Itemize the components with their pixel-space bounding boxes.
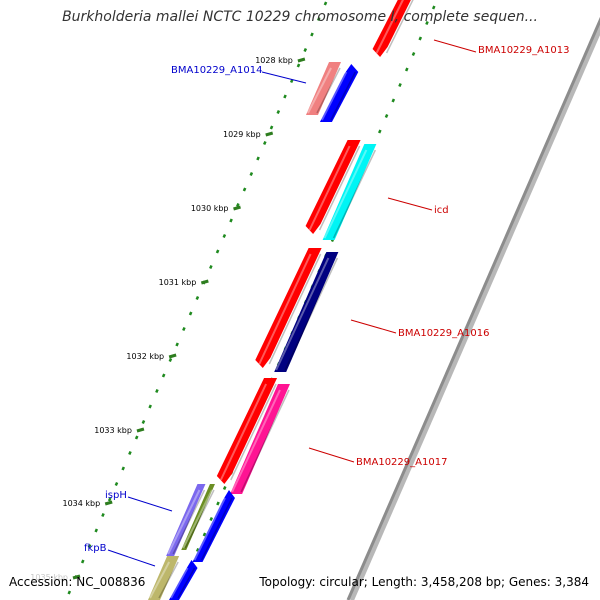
feature-label[interactable]: icd — [434, 205, 449, 216]
backbone-shadow — [348, 20, 600, 600]
kbp-tick-mark — [104, 500, 113, 506]
feature-label[interactable]: BMA10229_A1014 — [171, 65, 262, 76]
backbone-line — [346, 16, 600, 600]
gene-red-2[interactable] — [255, 248, 322, 368]
gene-red-3[interactable] — [216, 378, 278, 484]
leader-line — [261, 71, 307, 84]
gene-blue-2[interactable] — [169, 560, 198, 600]
kbp-tick-mark — [136, 427, 145, 433]
gene-ispH[interactable] — [166, 484, 206, 556]
map-title: Burkholderia mallei NCTC 10229 chromosom… — [62, 9, 538, 25]
feature-label[interactable]: BMA10229_A1017 — [356, 457, 447, 468]
gene-BMA10229-A1017[interactable] — [230, 384, 290, 494]
feature-label[interactable]: fkpB — [84, 543, 107, 554]
leader-line — [107, 549, 156, 567]
leader-line — [308, 447, 355, 463]
kbp-tick-label: 1032 kbp — [126, 352, 164, 361]
kbp-tick-label: 1033 kbp — [94, 426, 132, 435]
topology-text: Topology: circular; Length: 3,458,208 bp… — [259, 575, 589, 589]
gene-fkpB[interactable] — [148, 556, 180, 600]
accession-text: Accession: NC_008836 — [9, 575, 146, 589]
gene-BMA10229-A1014-blue[interactable] — [319, 64, 359, 122]
kbp-tick-mark — [233, 205, 241, 211]
kbp-tick-label: 1031 kbp — [159, 278, 197, 287]
inner-dotted-ring — [67, 1, 328, 595]
gene-red-1[interactable] — [305, 140, 361, 234]
kbp-tick-mark — [72, 574, 81, 580]
kbp-tick-label: 1028 kbp — [255, 56, 293, 65]
leader-line — [387, 197, 433, 211]
feature-label[interactable]: BMA10229_A1016 — [398, 328, 489, 339]
leader-line — [350, 319, 397, 334]
leader-line — [127, 496, 173, 512]
gene-ispH-olive[interactable] — [181, 484, 215, 550]
kbp-tick-label: 1034 kbp — [62, 499, 100, 508]
leader-line — [433, 39, 477, 53]
gene-icd[interactable] — [322, 144, 377, 240]
gene-blue-1[interactable] — [192, 490, 235, 562]
gene-BMA10229-A1016[interactable] — [274, 252, 339, 372]
kbp-tick-mark — [297, 57, 306, 63]
gene-BMA10229-A1013[interactable] — [372, 0, 416, 57]
kbp-tick-mark — [265, 131, 274, 137]
kbp-tick-mark — [200, 279, 209, 285]
gene-BMA10229-A1014-pink[interactable] — [305, 62, 342, 115]
feature-label[interactable]: BMA10229_A1013 — [478, 45, 569, 56]
kbp-tick-mark — [168, 353, 177, 359]
kbp-tick-label: 1029 kbp — [223, 130, 261, 139]
feature-label[interactable]: ispH — [105, 490, 127, 501]
kbp-tick-label: 1035 kbp — [30, 573, 68, 582]
kbp-tick-label: 1030 kbp — [191, 204, 229, 213]
